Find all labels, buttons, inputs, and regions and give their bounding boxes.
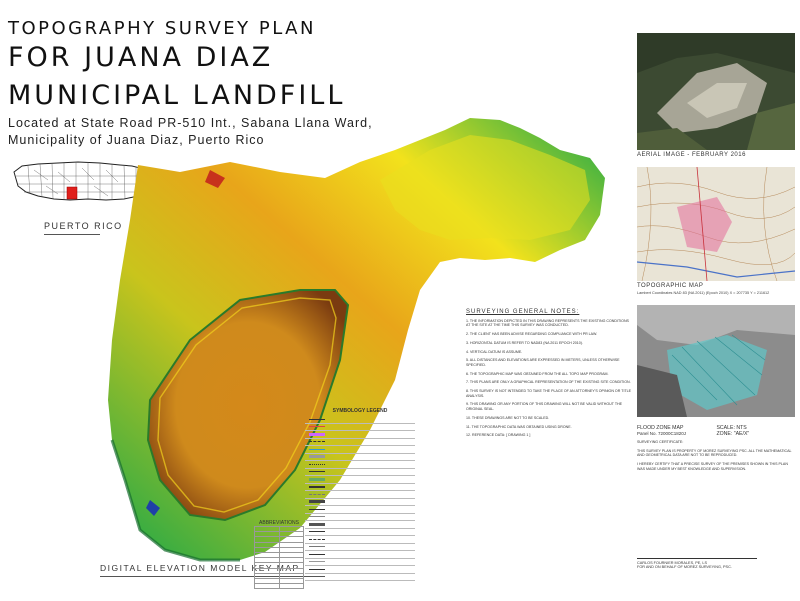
title-line-2: FOR JUANA DIAZ <box>8 42 274 73</box>
juana-diaz-highlight <box>66 186 78 200</box>
municipality-boundaries <box>16 162 144 200</box>
legend-row <box>305 566 415 574</box>
legend-row <box>305 544 415 551</box>
flood-zone-map-label: FLOOD ZONE MAP <box>637 425 684 431</box>
title-line-3: MUNICIPAL LANDFILL <box>8 80 346 111</box>
legend-row <box>305 536 415 544</box>
surveying-certificate: SURVEYING CERTIFICATE: THIS SURVEY PLAN … <box>637 440 795 476</box>
legend-row <box>305 424 415 431</box>
legend-row <box>305 446 415 454</box>
legend-row <box>305 469 415 476</box>
flood-zone-caption: FLOOD ZONE MAP SCALE: NTS Panel No. 7200… <box>637 425 795 437</box>
abbreviations-grid <box>254 525 304 590</box>
topographic-map <box>637 167 795 281</box>
legend-row <box>305 521 415 529</box>
note-item: 10. THESE DRAWINGS ARE NOT TO BE SCALED. <box>466 415 550 420</box>
note-item: 9. THIS DRAWING OR ANY PORTION OF THIS D… <box>466 402 623 412</box>
note-item: 1. THE INFORMATION DEPICTED IN THIS DRAW… <box>466 318 629 328</box>
signature-block: CARLOS FOURNIER MORALES, PE, LS FOR AND … <box>637 558 787 569</box>
title-line-1: TOPOGRAPHY SURVEY PLAN <box>8 18 316 39</box>
note-item: 3. HORIZONTAL DATUM IS REFER TO NAD83 (N… <box>466 340 583 345</box>
notes-heading: SURVEYING GENERAL NOTES: <box>466 309 580 315</box>
flood-panel-number: Panel No. 72000C1820J <box>637 431 687 436</box>
topographic-map-label: TOPOGRAPHIC MAP <box>637 283 704 289</box>
dem-blue-spot <box>146 500 160 516</box>
legend-row <box>305 431 415 439</box>
note-item: 4. VERTICAL DATUM IS ASSUME. <box>466 349 523 354</box>
dem-key-map-underline <box>100 576 310 577</box>
dem-pit-area <box>146 289 350 522</box>
location-line-2: Municipality of Juana Diaz, Puerto Rico <box>8 133 265 147</box>
dem-ridge-highlight <box>380 135 590 240</box>
puerto-rico-label: PUERTO RICO <box>44 221 123 231</box>
note-item: 2. THE CLIENT HAS BEEN ADVISE REGARDING … <box>466 332 598 337</box>
dem-key-map-label: DIGITAL ELEVATION MODEL KEY MAP <box>100 563 300 573</box>
surveyor-name: CARLOS FOURNIER MORALES, PE, LS <box>637 560 708 565</box>
legend-row <box>305 574 415 581</box>
surveyor-firm: FOR AND ON BEHALF OF MOREZ SURVEYING, PS… <box>637 564 732 569</box>
legend-row <box>305 416 415 424</box>
note-item: 12. REFERENCE DATA: [ DRAWING 1 ] <box>466 433 531 438</box>
puerto-rico-underline <box>44 234 100 235</box>
abbreviations-heading: ABBREVIATIONS <box>259 520 299 526</box>
note-item: 6. THE TOPOGRAPHIC MAP WAS OBTAINED FROM… <box>466 371 609 376</box>
symbology-legend: SYMBOLOGY LEGEND <box>305 408 415 581</box>
legend-row <box>305 461 415 469</box>
certificate-paragraph-2: I HEREBY CERTIFY THAT A PRECISE SURVEY O… <box>637 462 788 471</box>
signature-line <box>637 558 757 559</box>
legend-row <box>305 499 415 506</box>
legend-heading: SYMBOLOGY LEGEND <box>332 408 388 414</box>
legend-row <box>305 454 415 461</box>
dem-red-spot <box>205 170 225 188</box>
legend-row <box>305 506 415 514</box>
legend-row <box>305 514 415 521</box>
dem-pit-rim <box>157 297 337 513</box>
legend-row <box>305 439 415 446</box>
aerial-image <box>637 33 795 150</box>
legend-row <box>305 484 415 491</box>
note-item: 11. THE TOPOGRAPHIC DATA WAS OBTAINED US… <box>466 424 572 429</box>
location-line-1: Located at State Road PR-510 Int., Saban… <box>8 116 373 130</box>
note-item: 5. ALL DISTANCES AND ELEVATIONS ARE EXPR… <box>466 358 620 367</box>
aerial-image-label: AERIAL IMAGE - FEBRUARY 2016 <box>637 152 746 158</box>
legend-row <box>305 551 415 559</box>
legend-row <box>305 491 415 499</box>
certificate-heading: SURVEYING CERTIFICATE: <box>637 440 684 444</box>
legend-row <box>305 559 415 566</box>
legend-row <box>305 529 415 536</box>
flood-zone-value: ZONE: "AE/X" <box>716 431 750 437</box>
legend-row <box>305 476 415 484</box>
digital-elevation-model-map <box>108 118 605 562</box>
flood-scale-label: SCALE: NTS <box>716 425 747 431</box>
certificate-paragraph-1: THIS SURVEY PLAN IS PROPERTY OF MOREZ SU… <box>637 448 792 458</box>
abbreviations-table: ABBREVIATIONS <box>254 520 304 590</box>
topographic-map-coordinates: Lambert Coordinates NAD 83 (NA 2011) (Ep… <box>637 291 770 295</box>
flood-zone-map <box>637 305 795 417</box>
dem-edge-shadow <box>110 439 240 562</box>
note-item: 7. THIS PLANS ARE ONLY A GRAPHICAL REPRE… <box>466 380 631 385</box>
note-item: 8. THIS SURVEY IS NOT INTENDED TO TAKE T… <box>466 389 632 398</box>
surveying-general-notes: SURVEYING GENERAL NOTES: 1. THE INFORMAT… <box>466 309 632 442</box>
